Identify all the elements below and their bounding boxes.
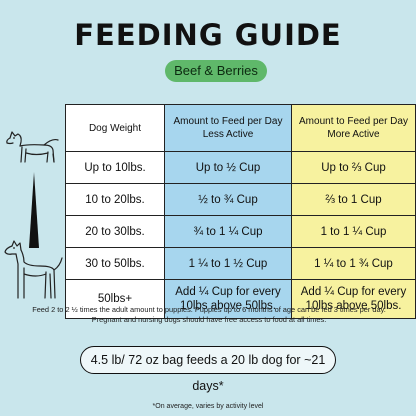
table-row: Up to 10lbs. Up to ½ Cup Up to ⅔ Cup [65,151,416,184]
feeding-table: Dog Weight Amount to Feed per Day Less A… [65,104,416,319]
table-row: 10 to 20lbs. ½ to ¾ Cup ⅔ to 1 Cup [65,183,416,216]
weight-cell: 50lbs+ [65,279,165,319]
weight-cell: 10 to 20lbs. [65,183,165,216]
more-active-cell: Up to ⅔ Cup [291,151,416,184]
more-active-cell: 1 to 1 ¼ Cup [291,215,416,248]
page-title: FEEDING GUIDE [74,18,342,52]
size-wedge-icon [29,172,39,248]
table-row: 20 to 30lbs. ¾ to 1 ¼ Cup 1 to 1 ¼ Cup [65,215,416,248]
weight-cell: 20 to 30lbs. [65,215,165,248]
less-active-cell: ¾ to 1 ¼ Cup [164,215,292,248]
table-header-row: Dog Weight Amount to Feed per Day Less A… [65,104,416,152]
small-dog-icon [6,131,59,163]
table-row: 50lbs+ Add ¼ Cup for every 10lbs above 5… [65,279,416,319]
less-active-cell: 1 ¼ to 1 ½ Cup [164,247,292,280]
header-less-active: Amount to Feed per Day Less Active [164,104,292,152]
more-active-cell: Add ¼ Cup for every 10lbs above 50lbs. [291,279,416,319]
weight-cell: 30 to 50lbs. [65,247,165,280]
less-active-cell: ½ to ¾ Cup [164,183,292,216]
header-more-active: Amount to Feed per Day More Active [291,104,416,152]
bag-info-banner: 4.5 lb/ 72 oz bag feeds a 20 lb dog for … [80,346,336,393]
less-active-cell: Up to ½ Cup [164,151,292,184]
large-dog-icon [4,240,63,299]
weight-cell: Up to 10lbs. [65,151,165,184]
footnote: *On average, varies by activity level [152,403,264,410]
puppy-note: Feed 2 to 2 ½ times the adult amount to … [32,305,386,324]
header-dog-weight: Dog Weight [65,104,165,152]
flavor-badge: Beef & Berries [165,60,267,82]
more-active-cell: 1 ¼ to 1 ¾ Cup [291,247,416,280]
table-row: 30 to 50lbs. 1 ¼ to 1 ½ Cup 1 ¼ to 1 ¾ C… [65,247,416,280]
more-active-cell: ⅔ to 1 Cup [291,183,416,216]
